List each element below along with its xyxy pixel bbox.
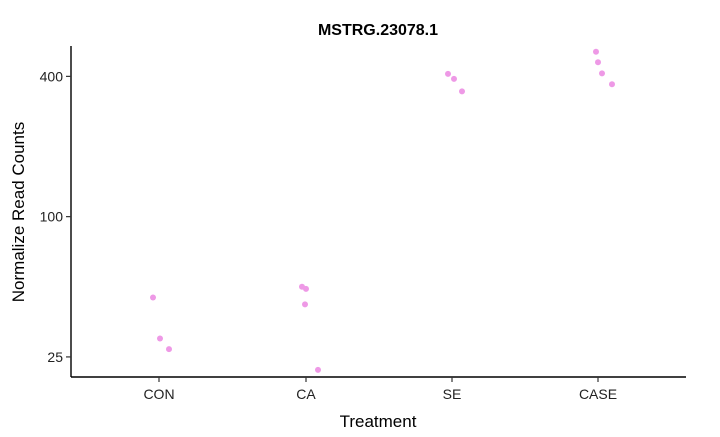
- data-point: [157, 335, 163, 342]
- data-points: [150, 48, 615, 373]
- y-tick-label: 400: [40, 68, 64, 84]
- data-point: [593, 48, 599, 55]
- data-point: [451, 75, 457, 82]
- data-point: [303, 285, 309, 292]
- data-point: [459, 88, 465, 95]
- data-point: [302, 301, 308, 308]
- data-point: [609, 81, 615, 88]
- data-point: [445, 70, 451, 77]
- x-tick-label: CON: [143, 386, 174, 402]
- x-axis-title: Treatment: [340, 412, 417, 431]
- data-point: [599, 70, 605, 77]
- x-tick-label: CA: [296, 386, 316, 402]
- data-point: [315, 366, 321, 373]
- y-tick-label: 100: [40, 209, 64, 225]
- chart-title: MSTRG.23078.1: [318, 22, 438, 39]
- x-tick-label: CASE: [579, 386, 617, 402]
- x-tick-label: SE: [443, 386, 462, 402]
- y-tick-label: 25: [47, 349, 63, 365]
- data-point: [595, 59, 601, 66]
- data-point: [150, 294, 156, 301]
- data-point: [166, 346, 172, 353]
- y-axis-title: Normalize Read Counts: [9, 122, 28, 302]
